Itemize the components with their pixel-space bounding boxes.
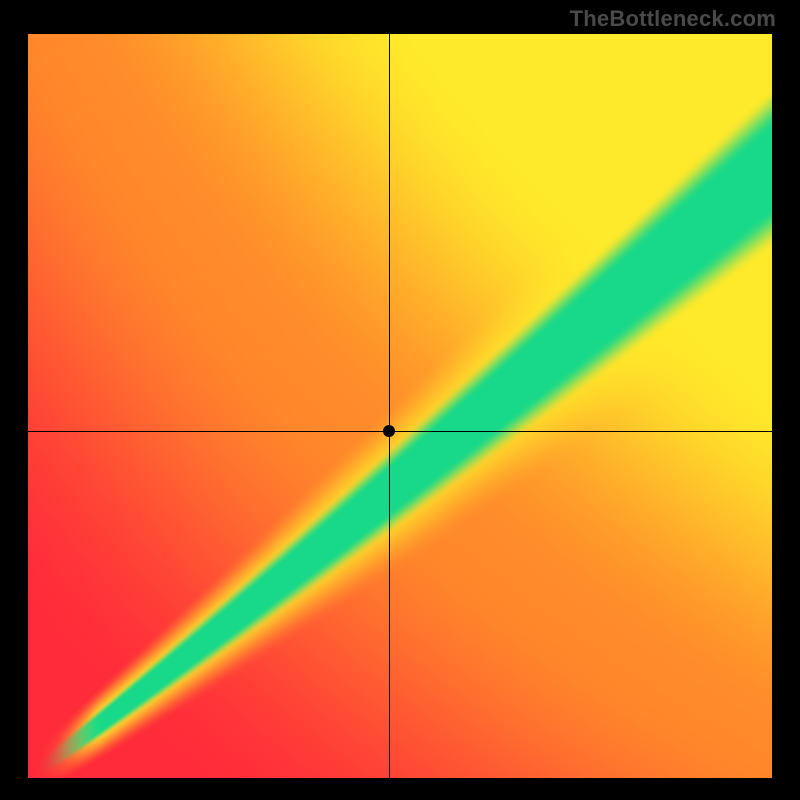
crosshair-vertical [389,34,390,778]
chart-container: TheBottleneck.com [0,0,800,800]
heatmap-canvas [28,34,772,778]
crosshair-horizontal [28,431,772,432]
attribution-label: TheBottleneck.com [570,6,776,32]
marker-point [383,425,395,437]
heatmap-plot [28,34,772,778]
